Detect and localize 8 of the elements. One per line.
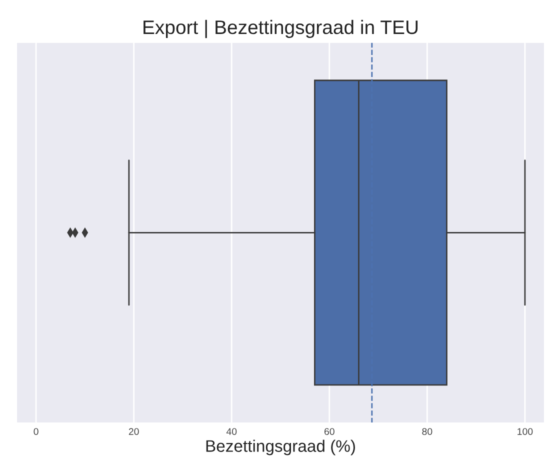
x-tick-label: 60 (324, 428, 334, 435)
x-tick-label: 0 (34, 428, 38, 435)
x-tick-label: 100 (518, 428, 533, 435)
chart-title: Export | Bezettingsgraad in TEU (144, 20, 418, 38)
x-tick-label: 20 (128, 428, 139, 435)
x-tick-label: 40 (226, 428, 237, 435)
x-axis-title: Bezettingsgraad (%) (206, 440, 355, 456)
x-tick-label: 80 (422, 428, 432, 435)
